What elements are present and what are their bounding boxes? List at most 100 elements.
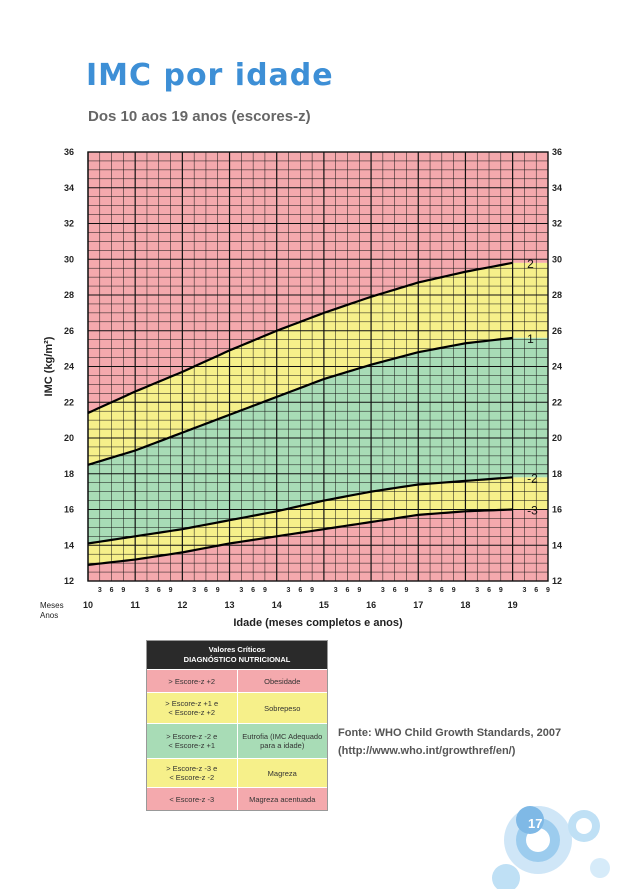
x-year-tick-label: 15 [319,600,329,610]
x-month-tick-label: 3 [192,587,196,594]
series-label: -3 [527,504,538,518]
table-header-subtitle: DIAGNÓSTICO NUTRICIONAL [183,655,291,664]
x-year-tick-label: 17 [413,600,423,610]
table-row: > Escore-z +1 e < Escore-z +2 Sobrepeso [147,692,327,723]
x-year-tick-label: 18 [460,600,470,610]
table-row: > Escore-z +2 Obesidade [147,669,327,692]
table-header: Valores Críticos DIAGNÓSTICO NUTRICIONAL [147,641,327,669]
y-tick-label: 16 [552,505,562,515]
y-tick-label: 26 [552,326,562,336]
x-month-tick-label: 9 [216,587,220,594]
series-label: 2 [527,257,534,271]
table-cell-range: < Escore-z -3 [147,788,238,810]
x-month-tick-label: 6 [251,587,255,594]
x-year-tick-label: 13 [225,600,235,610]
x-month-tick-label: 3 [475,587,479,594]
table-row: > Escore-z -2 e < Escore-z +1 Eutrofia (IM… [147,723,327,758]
table-cell-diagnosis: Magreza acentuada [249,794,316,804]
y-tick-label: 34 [64,183,74,193]
x-month-tick-label: 9 [499,587,503,594]
y-tick-label: 24 [64,362,74,372]
y-tick-label: 22 [64,397,74,407]
x-month-tick-label: 3 [428,587,432,594]
y-tick-label: 36 [552,147,562,157]
x-axis-label: Idade (meses completos e anos) [233,617,403,629]
series-label: 1 [527,332,534,346]
series-line-minus3 [87,508,513,567]
zone-overweight [88,262,548,465]
table-cell-diagnosis: Magreza [267,768,297,778]
bmi-chart: 2 1 -2 -3 12 12 14 14 16 16 18 18 20 20 22 22 24 24 26 26 28… [40,147,562,629]
table-cell-diagnosis: Eutrofia (IMC Adequado para a idade) [242,732,323,750]
y-tick-label: 22 [552,397,562,407]
x-year-tick-label: 10 [83,600,93,610]
row-label-months: Meses [40,601,64,610]
x-month-tick-label: 9 [546,587,550,594]
series-label: -2 [527,471,538,485]
x-month-tick-label: 9 [357,587,361,594]
y-tick-label: 28 [64,290,74,300]
row-label-years: Anos [40,611,58,620]
x-month-tick-label: 3 [98,587,102,594]
source-note: Fonte: WHO Child Growth Standards, 2007 … [338,724,561,760]
y-tick-label: 18 [552,469,562,479]
x-month-tick-label: 6 [110,587,114,594]
y-tick-label: 20 [552,433,562,443]
x-year-tick-label: 12 [177,600,187,610]
x-year-tick-label: 19 [508,600,518,610]
x-month-tick-label: 3 [522,587,526,594]
y-tick-label: 24 [552,362,562,372]
table-cell-range: > Escore-z -3 e < Escore-z -2 [147,759,238,787]
x-month-tick-label: 6 [346,587,350,594]
page-subtitle: Dos 10 aos 19 anos (escores-z) [88,108,311,125]
y-tick-label: 34 [552,183,562,193]
nutritional-diagnosis-table: Valores Críticos DIAGNÓSTICO NUTRICIONAL… [146,640,328,811]
x-month-tick-label: 6 [393,587,397,594]
y-tick-label: 32 [552,219,562,229]
x-year-tick-label: 14 [272,600,282,610]
page-title: IMC por idade [86,58,334,93]
y-tick-label: 20 [64,433,74,443]
x-month-tick-label: 9 [169,587,173,594]
table-row: < Escore-z -3 Magreza acentuada [147,787,327,810]
x-month-tick-label: 6 [204,587,208,594]
page-number: 17 [528,816,543,831]
y-tick-label: 28 [552,290,562,300]
y-tick-label: 16 [64,505,74,515]
x-month-tick-label: 3 [287,587,291,594]
decorative-bubbles [492,806,610,889]
zone-thinness [88,477,548,565]
y-tick-label: 14 [552,540,562,550]
x-month-tick-label: 6 [157,587,161,594]
x-month-tick-label: 9 [452,587,456,594]
table-row: > Escore-z -3 e < Escore-z -2 Magreza [147,758,327,787]
table-cell-range: > Escore-z +1 e < Escore-z +2 [147,693,238,723]
y-tick-label: 12 [64,576,74,586]
zone-obesity [88,152,548,413]
x-month-tick-label: 6 [298,587,302,594]
y-tick-label: 30 [64,254,74,264]
x-month-tick-label: 9 [121,587,125,594]
x-month-tick-label: 9 [405,587,409,594]
y-tick-label: 32 [64,219,74,229]
y-tick-label: 26 [64,326,74,336]
series-line-minus2 [87,476,513,545]
x-year-tick-label: 16 [366,600,376,610]
source-line-2: (http://www.who.int/growthref/en/) [338,745,516,757]
x-month-tick-label: 9 [263,587,267,594]
y-tick-label: 30 [552,254,562,264]
x-month-tick-label: 6 [487,587,491,594]
y-tick-label: 36 [64,147,74,157]
source-line-1: Fonte: WHO Child Growth Standards, 2007 [338,727,562,739]
series-line-1 [87,336,513,466]
x-month-tick-label: 6 [440,587,444,594]
table-cell-range: > Escore-z -2 e < Escore-z +1 [147,724,238,758]
plot-border [87,151,549,582]
table-cell-diagnosis: Obesidade [264,676,301,686]
y-tick-label: 18 [64,469,74,479]
table-header-title: Valores Críticos [208,645,266,654]
series-line-2 [87,261,513,414]
y-tick-label: 14 [64,540,74,550]
x-year-tick-label: 11 [130,600,140,610]
zone-normal [88,337,548,544]
